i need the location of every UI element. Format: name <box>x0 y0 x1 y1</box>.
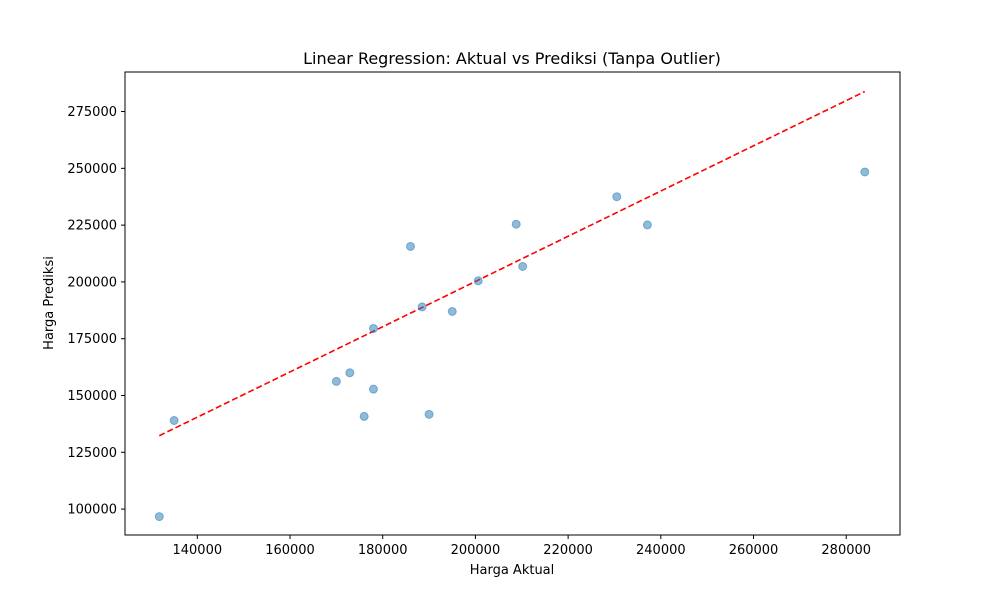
scatter-point <box>424 409 434 419</box>
x-axis: 140000 160000 180000 200000 220000 240000 2600… <box>172 535 871 558</box>
y-tick-label: 100000 <box>67 503 117 518</box>
x-tick-label: 260000 <box>729 543 779 558</box>
y-tick-label: 150000 <box>67 389 117 404</box>
y-tick-label: 175000 <box>67 332 117 347</box>
scatter-point <box>406 241 416 251</box>
scatter-point <box>612 192 622 202</box>
y-tick-label: 250000 <box>67 162 117 177</box>
x-tick-label: 160000 <box>265 543 315 558</box>
scatter-point <box>359 411 369 421</box>
scatter-point <box>447 306 457 316</box>
x-tick-label: 240000 <box>636 543 686 558</box>
y-tick-label: 125000 <box>67 446 117 461</box>
scatter-point <box>860 167 870 177</box>
x-tick-label: 180000 <box>358 543 408 558</box>
x-axis-label: Harga Aktual <box>470 563 555 578</box>
x-tick-label: 140000 <box>172 543 222 558</box>
chart-title: Linear Regression: Aktual vs Prediksi (T… <box>303 49 721 68</box>
scatter-point <box>368 323 378 333</box>
scatter-point <box>642 220 652 230</box>
points-layer <box>154 167 870 522</box>
y-tick-label: 275000 <box>67 105 117 120</box>
scatter-point <box>417 302 427 312</box>
plot-frame <box>124 71 901 536</box>
x-tick-label: 280000 <box>821 543 871 558</box>
y-axis-label: Harga Prediksi <box>42 256 57 350</box>
scatter-point <box>368 384 378 394</box>
x-tick-label: 220000 <box>543 543 593 558</box>
scatter-point <box>154 512 164 522</box>
scatter-point <box>511 219 521 229</box>
scatter-point <box>473 276 483 286</box>
regression-fit-line <box>158 90 866 437</box>
scatter-point <box>345 368 355 378</box>
y-tick-label: 200000 <box>67 275 117 290</box>
scatter-point <box>331 376 341 386</box>
scatter-point <box>518 261 528 271</box>
y-axis: 100000 125000 150000 175000 200000 225000 2500… <box>67 105 125 518</box>
scatter-point <box>169 415 179 425</box>
x-tick-label: 200000 <box>451 543 501 558</box>
fit-line-layer <box>158 90 866 437</box>
y-tick-label: 225000 <box>67 219 117 234</box>
